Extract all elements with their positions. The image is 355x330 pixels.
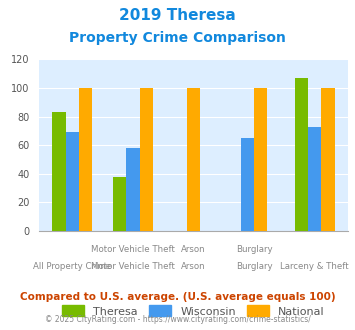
Text: Burglary: Burglary <box>236 262 272 271</box>
Bar <box>126 148 140 231</box>
Text: Larceny & Theft: Larceny & Theft <box>280 262 349 271</box>
Bar <box>187 88 200 231</box>
Text: Arson: Arson <box>181 245 206 254</box>
Legend: Theresa, Wisconsin, National: Theresa, Wisconsin, National <box>59 302 328 320</box>
Text: All Property Crime: All Property Crime <box>33 262 111 271</box>
Bar <box>308 127 321 231</box>
Text: Arson: Arson <box>181 262 206 271</box>
Text: Motor Vehicle Theft: Motor Vehicle Theft <box>91 245 175 254</box>
Bar <box>321 88 334 231</box>
Bar <box>254 88 267 231</box>
Bar <box>241 138 254 231</box>
Bar <box>295 78 308 231</box>
Bar <box>53 112 66 231</box>
Text: © 2025 CityRating.com - https://www.cityrating.com/crime-statistics/: © 2025 CityRating.com - https://www.city… <box>45 315 310 324</box>
Text: 2019 Theresa: 2019 Theresa <box>119 8 236 23</box>
Bar <box>66 132 79 231</box>
Bar <box>79 88 92 231</box>
Text: Property Crime Comparison: Property Crime Comparison <box>69 31 286 45</box>
Bar <box>140 88 153 231</box>
Text: Compared to U.S. average. (U.S. average equals 100): Compared to U.S. average. (U.S. average … <box>20 292 335 302</box>
Bar <box>113 177 126 231</box>
Text: Motor Vehicle Theft: Motor Vehicle Theft <box>91 262 175 271</box>
Text: Burglary: Burglary <box>236 245 272 254</box>
